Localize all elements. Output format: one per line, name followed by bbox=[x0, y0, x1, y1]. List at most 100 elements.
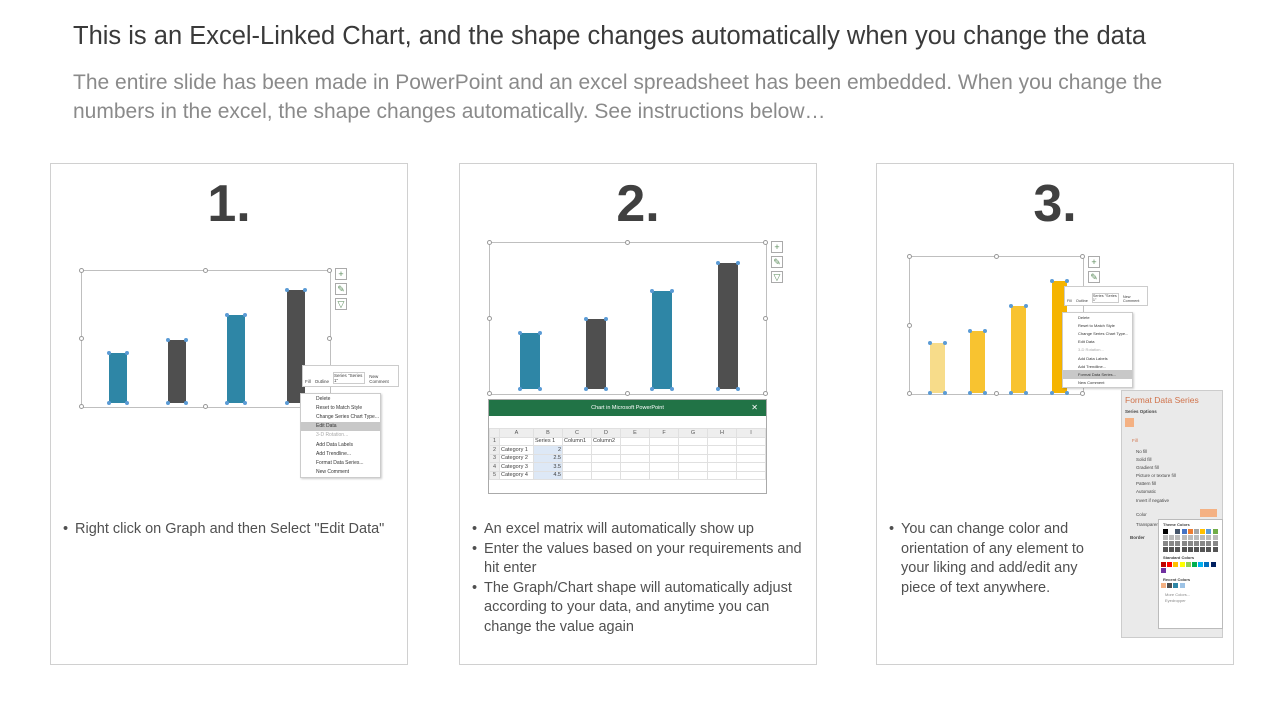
cell[interactable] bbox=[707, 436, 737, 446]
menu-item[interactable]: Add Data Labels bbox=[316, 441, 353, 448]
cell[interactable] bbox=[707, 453, 737, 463]
menu-item[interactable]: Add Data Labels bbox=[1078, 355, 1108, 361]
color-swatch[interactable] bbox=[1212, 541, 1218, 546]
color-swatch[interactable] bbox=[1206, 529, 1212, 534]
color-swatch[interactable] bbox=[1179, 562, 1185, 567]
chart-bar-2[interactable] bbox=[584, 317, 608, 391]
cell[interactable] bbox=[562, 445, 592, 455]
fill-option[interactable]: Automatic bbox=[1136, 489, 1157, 495]
theme-swatches[interactable] bbox=[1163, 529, 1222, 553]
cell[interactable]: Series 1 bbox=[533, 436, 563, 446]
border-section[interactable]: Border bbox=[1130, 535, 1145, 540]
menu-item[interactable]: Edit Data bbox=[301, 421, 380, 431]
outline-button[interactable]: Outline bbox=[1075, 299, 1088, 303]
cell[interactable] bbox=[591, 462, 621, 472]
close-icon[interactable]: ✕ bbox=[751, 403, 758, 412]
color-swatch[interactable] bbox=[1163, 529, 1168, 534]
resize-handle[interactable] bbox=[763, 391, 768, 396]
menu-item[interactable]: Add Trendline... bbox=[316, 450, 352, 457]
resize-handle[interactable] bbox=[993, 254, 999, 259]
color-swatch[interactable] bbox=[1200, 535, 1206, 540]
brush-icon[interactable]: ✎ bbox=[771, 256, 783, 268]
cell[interactable] bbox=[649, 470, 679, 480]
color-swatch[interactable] bbox=[1193, 541, 1199, 546]
menu-item[interactable]: 3-D Rotation... bbox=[1078, 347, 1104, 353]
cell[interactable]: 2 bbox=[533, 445, 563, 455]
color-swatch[interactable] bbox=[1173, 562, 1179, 567]
series-select[interactable]: Series "Series 1" bbox=[1091, 293, 1119, 303]
cell[interactable] bbox=[707, 470, 737, 480]
resize-handle[interactable] bbox=[625, 240, 630, 245]
color-swatch[interactable] bbox=[1175, 529, 1181, 534]
column-header[interactable]: H bbox=[707, 428, 737, 438]
resize-handle[interactable] bbox=[487, 391, 492, 396]
cell[interactable]: 1 bbox=[489, 436, 500, 446]
resize-handle[interactable] bbox=[763, 240, 768, 245]
resize-handle[interactable] bbox=[79, 336, 84, 341]
color-swatch[interactable] bbox=[1185, 562, 1191, 567]
cell[interactable]: Column1 bbox=[562, 436, 592, 446]
column-header[interactable]: G bbox=[678, 428, 708, 438]
column-header[interactable]: I bbox=[736, 428, 766, 438]
color-swatch[interactable] bbox=[1169, 547, 1175, 552]
cell[interactable]: Category 2 bbox=[499, 453, 534, 463]
chart-bar-2[interactable] bbox=[968, 328, 987, 395]
chart-bar-1[interactable] bbox=[928, 341, 947, 395]
color-swatch[interactable] bbox=[1193, 529, 1199, 534]
chart-bar-1[interactable] bbox=[107, 350, 129, 405]
resize-handle[interactable] bbox=[79, 268, 84, 273]
cell[interactable] bbox=[591, 470, 621, 480]
color-swatch[interactable] bbox=[1187, 535, 1193, 540]
resize-handle[interactable] bbox=[1080, 391, 1085, 396]
menu-item[interactable]: Edit Data bbox=[1078, 339, 1095, 345]
color-swatch[interactable] bbox=[1206, 547, 1212, 552]
fill-option[interactable]: Picture or texture fill bbox=[1136, 473, 1176, 479]
color-swatch[interactable] bbox=[1161, 583, 1166, 588]
menu-item[interactable]: Change Series Chart Type... bbox=[316, 413, 379, 420]
color-swatch[interactable] bbox=[1200, 547, 1206, 552]
cell[interactable]: 4 bbox=[489, 462, 500, 472]
filter-icon[interactable]: ▽ bbox=[335, 298, 347, 310]
cell[interactable] bbox=[620, 445, 650, 455]
cell[interactable]: 2 bbox=[489, 445, 500, 455]
chart-2[interactable] bbox=[487, 240, 768, 396]
chart-bar-3[interactable] bbox=[225, 313, 247, 405]
cell[interactable] bbox=[707, 445, 737, 455]
cell[interactable] bbox=[649, 445, 679, 455]
menu-item[interactable]: New Comment bbox=[1078, 380, 1105, 386]
chart-bar-4[interactable] bbox=[716, 261, 740, 391]
cell[interactable] bbox=[736, 445, 766, 455]
filter-icon[interactable]: ▽ bbox=[771, 271, 783, 283]
resize-handle[interactable] bbox=[79, 404, 84, 409]
color-swatch[interactable] bbox=[1181, 541, 1187, 546]
resize-handle[interactable] bbox=[625, 391, 630, 396]
color-swatch[interactable] bbox=[1212, 529, 1218, 534]
color-swatch[interactable] bbox=[1175, 541, 1181, 546]
fill-section[interactable]: Fill bbox=[1132, 438, 1138, 443]
color-swatch[interactable] bbox=[1163, 541, 1168, 546]
cell[interactable]: Category 1 bbox=[499, 445, 534, 455]
column-header[interactable]: C bbox=[562, 428, 592, 438]
brush-icon[interactable]: ✎ bbox=[1088, 271, 1100, 283]
cell[interactable] bbox=[620, 436, 650, 446]
resize-handle[interactable] bbox=[203, 404, 208, 409]
cell[interactable] bbox=[562, 453, 592, 463]
cell[interactable] bbox=[649, 436, 679, 446]
resize-handle[interactable] bbox=[907, 322, 912, 328]
color-swatch[interactable] bbox=[1169, 535, 1175, 540]
resize-handle[interactable] bbox=[1080, 254, 1085, 259]
column-header[interactable]: A bbox=[499, 428, 534, 438]
cell[interactable] bbox=[562, 462, 592, 472]
color-swatch[interactable] bbox=[1175, 547, 1181, 552]
resize-handle[interactable] bbox=[763, 315, 768, 321]
color-swatch[interactable] bbox=[1187, 541, 1193, 546]
color-swatch[interactable] bbox=[1169, 541, 1175, 546]
cell[interactable]: 4.5 bbox=[533, 470, 563, 480]
resize-handle[interactable] bbox=[487, 315, 492, 321]
color-swatch[interactable] bbox=[1200, 529, 1206, 534]
color-swatch[interactable] bbox=[1161, 568, 1166, 573]
cell[interactable] bbox=[499, 436, 534, 446]
menu-item[interactable]: Add Trendline... bbox=[1078, 363, 1107, 369]
color-swatch[interactable] bbox=[1181, 547, 1187, 552]
fill-option[interactable]: Solid fill bbox=[1136, 457, 1152, 463]
